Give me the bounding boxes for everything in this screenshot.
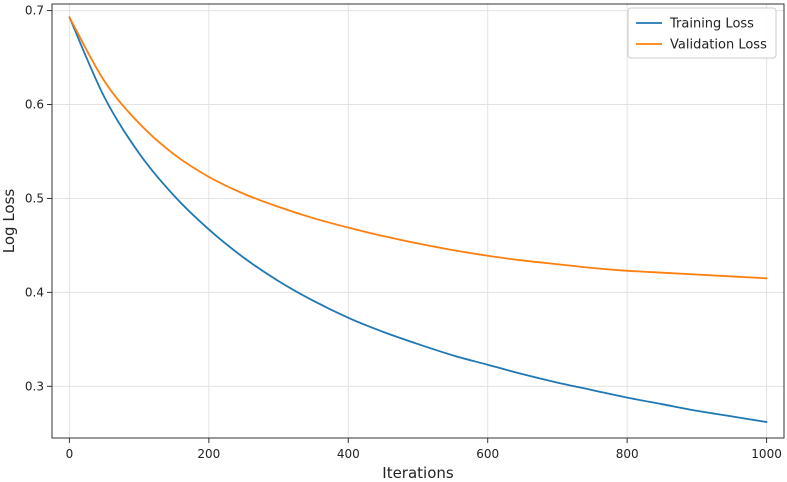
legend: Training Loss Validation Loss (627, 7, 777, 59)
y-axis-label: Log Loss (0, 189, 18, 254)
y-tick-label: 0.4 (25, 285, 44, 299)
legend-label-validation-loss: Validation Loss (670, 38, 767, 53)
y-tick-label: 0.3 (25, 379, 44, 393)
x-tick-label: 400 (337, 447, 360, 461)
x-tick-label: 600 (476, 447, 499, 461)
grid (52, 4, 784, 438)
series-layer (68, 16, 768, 423)
x-tick-label: 800 (616, 447, 639, 461)
legend-box (627, 7, 777, 59)
x-tick-label: 200 (197, 447, 220, 461)
y-tick-label: 0.7 (25, 4, 44, 18)
y-tick-label: 0.6 (25, 98, 44, 112)
plot-frame (51, 3, 785, 439)
training-loss-line (68, 16, 768, 423)
x-tick-label: 0 (66, 447, 74, 461)
y-tick-label: 0.5 (25, 191, 44, 205)
legend-label-training-loss: Training Loss (669, 17, 754, 32)
x-tick-label: 1000 (751, 447, 782, 461)
tick-layer: 0 200 400 600 800 1000 0.3 0.4 0.5 0.6 0.7 (25, 4, 782, 461)
x-axis-label: Iterations (382, 464, 454, 482)
validation-loss-line (68, 16, 768, 280)
